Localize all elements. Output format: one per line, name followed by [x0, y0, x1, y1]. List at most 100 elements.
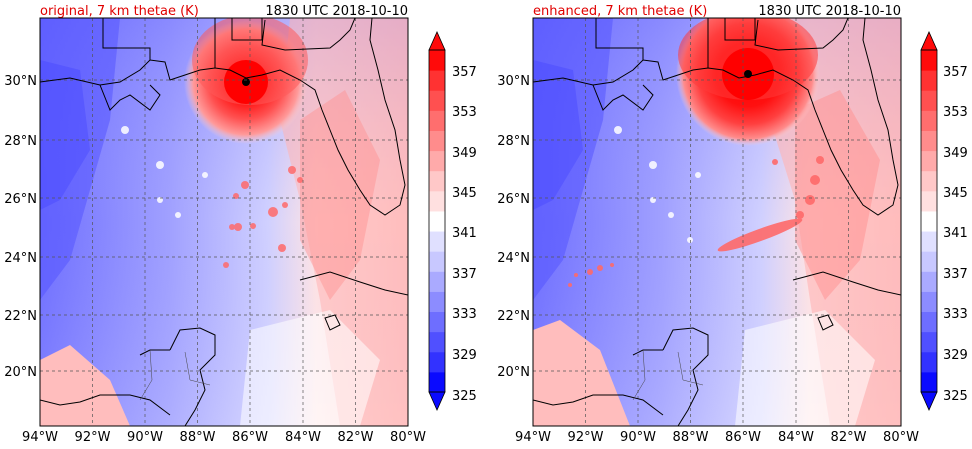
- y-axis-ticks: 30°N 28°N 26°N 24°N 22°N 20°N: [497, 74, 530, 380]
- colorbar-level: [921, 130, 937, 152]
- graticule: [40, 18, 408, 426]
- y-tick-label: 20°N: [4, 365, 37, 380]
- colorbar-level: [921, 70, 937, 91]
- colorbar-level: [429, 251, 445, 272]
- panel-title-left: enhanced, 7 km thetae (K): [533, 4, 707, 19]
- x-tick-label: 86°W: [725, 430, 761, 445]
- colorbar-level: [921, 331, 937, 353]
- colorbar: 357 353 349 345 341 337 333 329 325: [428, 31, 477, 411]
- colorbar-level: [429, 50, 445, 71]
- x-tick-label: 84°W: [285, 430, 321, 445]
- colorbar-tick-label: 349: [452, 146, 477, 161]
- colorbar-level: [921, 110, 937, 131]
- x-tick-label: 88°W: [180, 430, 216, 445]
- colorbar-level: [429, 90, 445, 111]
- x-tick-label: 82°W: [338, 430, 374, 445]
- x-axis-ticks: 94°W 92°W 90°W 88°W 86°W 84°W 82°W 80°W: [22, 430, 426, 445]
- map-frame: [39, 17, 409, 427]
- x-tick-label: 94°W: [22, 430, 58, 445]
- colorbar-tick-label: 349: [943, 146, 968, 161]
- colorbar-min-arrow: [920, 391, 938, 411]
- colorbar-tick-label: 345: [943, 186, 968, 201]
- x-tick-label: 80°W: [883, 430, 919, 445]
- x-tick-label: 90°W: [620, 430, 656, 445]
- y-tick-label: 28°N: [4, 134, 37, 149]
- thetae-field-map: [533, 18, 901, 426]
- colorbar-level: [429, 231, 445, 252]
- colorbar-level: [921, 311, 937, 333]
- x-tick-label: 80°W: [390, 430, 426, 445]
- colorbar-level: [921, 231, 937, 252]
- x-tick-label: 92°W: [568, 430, 604, 445]
- y-tick-label: 22°N: [497, 309, 530, 324]
- x-tick-label: 82°W: [831, 430, 867, 445]
- colorbar-tick-label: 329: [452, 348, 477, 363]
- x-tick-label: 88°W: [673, 430, 709, 445]
- y-tick-label: 22°N: [4, 309, 37, 324]
- colorbar-level: [921, 50, 937, 71]
- colorbar-min-arrow: [428, 391, 446, 411]
- colorbar-level: [921, 271, 937, 292]
- colorbar-level: [429, 150, 445, 172]
- coastline: [533, 18, 901, 426]
- colorbar-level: [921, 210, 937, 232]
- panel-time-label: 1830 UTC 2018-10-10: [265, 4, 408, 19]
- panel-title-left: original, 7 km thetae (K): [40, 4, 199, 19]
- colorbar-tick-label: 325: [943, 389, 968, 404]
- colorbar-level: [429, 311, 445, 333]
- colorbar-level: [429, 331, 445, 353]
- x-tick-label: 86°W: [232, 430, 268, 445]
- y-tick-label: 26°N: [497, 192, 530, 207]
- colorbar-tick-label: 345: [452, 186, 477, 201]
- colorbar-level: [921, 150, 937, 172]
- colorbar-tick-label: 341: [452, 226, 477, 241]
- colorbar-tick-label: 357: [943, 65, 968, 80]
- colorbar-tick-label: 341: [943, 226, 968, 241]
- colorbar-level: [921, 170, 937, 192]
- panel-original: original, 7 km thetae (K) 1830 UTC 2018-…: [4, 4, 477, 445]
- map-frame: [532, 17, 902, 427]
- panel-time-label: 1830 UTC 2018-10-10: [758, 4, 901, 19]
- colorbar-level: [429, 170, 445, 192]
- colorbar-level: [429, 210, 445, 232]
- coastline: [40, 18, 408, 426]
- y-tick-label: 30°N: [4, 74, 37, 89]
- colorbar-tick-label: 353: [452, 105, 477, 120]
- colorbar-level: [921, 90, 937, 111]
- y-tick-label: 24°N: [4, 251, 37, 266]
- colorbar-tick-label: 337: [452, 267, 477, 282]
- thetae-field-map: [40, 18, 408, 426]
- colorbar-level: [429, 271, 445, 292]
- colorbar-tick-label: 333: [943, 307, 968, 322]
- y-axis-ticks: 30°N 28°N 26°N 24°N 22°N 20°N: [4, 74, 37, 380]
- y-tick-label: 20°N: [497, 365, 530, 380]
- panel-enhanced: enhanced, 7 km thetae (K) 1830 UTC 2018-…: [497, 4, 968, 445]
- colorbar-level: [921, 251, 937, 272]
- x-tick-label: 94°W: [515, 430, 551, 445]
- colorbar-level: [921, 371, 937, 393]
- colorbar-tick-label: 325: [452, 389, 477, 404]
- colorbar-tick-label: 353: [943, 105, 968, 120]
- colorbar-tick-label: 357: [452, 65, 477, 80]
- y-tick-label: 24°N: [497, 251, 530, 266]
- graticule: [533, 18, 901, 426]
- colorbar-level: [429, 190, 445, 212]
- x-tick-label: 84°W: [778, 430, 814, 445]
- colorbar-level: [921, 190, 937, 212]
- colorbar-level: [921, 351, 937, 373]
- colorbar-max-arrow: [428, 31, 446, 51]
- y-tick-label: 28°N: [497, 134, 530, 149]
- colorbar-level: [429, 351, 445, 373]
- colorbar-max-arrow: [920, 31, 938, 51]
- x-axis-ticks: 94°W 92°W 90°W 88°W 86°W 84°W 82°W 80°W: [515, 430, 919, 445]
- y-tick-label: 30°N: [497, 74, 530, 89]
- colorbar-level: [921, 291, 937, 313]
- colorbar-level: [429, 371, 445, 393]
- colorbar-tick-label: 337: [943, 267, 968, 282]
- colorbar-level: [429, 70, 445, 91]
- colorbar-level: [429, 291, 445, 313]
- colorbar: 357 353 349 345 341 337 333 329 325: [920, 31, 968, 411]
- colorbar-tick-label: 329: [943, 348, 968, 363]
- y-tick-label: 26°N: [4, 192, 37, 207]
